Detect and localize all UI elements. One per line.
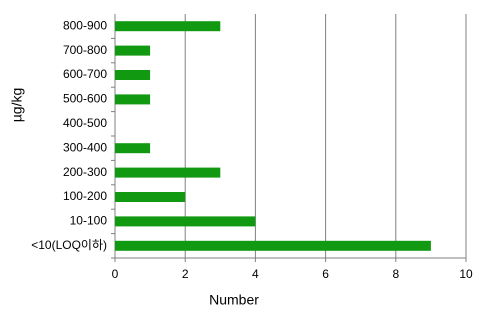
- bar: [115, 216, 256, 227]
- x-tick-label: 8: [392, 267, 399, 281]
- y-axis-title: µg/kg: [9, 88, 25, 123]
- bar: [115, 240, 431, 251]
- y-tick-label: 10-100: [70, 214, 108, 228]
- y-tick-label: <10(LOQ이하): [31, 238, 107, 252]
- y-tick-label: 200-300: [63, 165, 107, 179]
- x-tick-label: 10: [459, 267, 473, 281]
- x-axis-title: Number: [209, 292, 259, 308]
- y-tick-label: 100-200: [63, 189, 107, 203]
- bar: [115, 143, 151, 154]
- y-tick-label: 500-600: [63, 92, 107, 106]
- y-tick-label: 700-800: [63, 43, 107, 57]
- x-tick-label: 6: [322, 267, 329, 281]
- bar: [115, 21, 221, 32]
- y-tick-label: 600-700: [63, 67, 107, 81]
- y-tick-label: 300-400: [63, 140, 107, 154]
- bar: [115, 167, 221, 178]
- y-tick-label: 400-500: [63, 116, 107, 130]
- x-tick-label: 2: [182, 267, 189, 281]
- x-tick-label: 4: [252, 267, 259, 281]
- bar: [115, 45, 151, 56]
- x-tick-label: 0: [112, 267, 119, 281]
- bar: [115, 94, 151, 105]
- bar: [115, 70, 151, 80]
- y-tick-label: 800-900: [63, 18, 107, 32]
- bar: [115, 192, 186, 202]
